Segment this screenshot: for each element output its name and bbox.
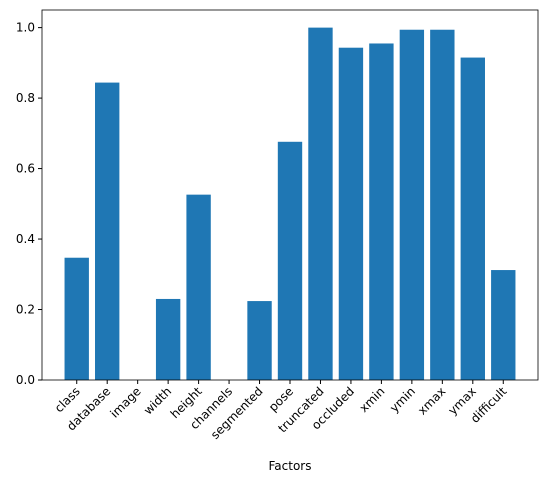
y-tick-label: 0.6: [16, 162, 35, 176]
x-axis-label: Factors: [269, 459, 312, 473]
x-tick-label: image: [107, 384, 143, 420]
bar: [277, 141, 303, 380]
y-tick-label: 1.0: [16, 21, 35, 35]
bar: [95, 82, 120, 380]
x-tick-label: xmin: [357, 384, 388, 415]
y-tick-label: 0.2: [16, 303, 35, 317]
x-tick-label: ymin: [387, 384, 418, 415]
y-tick-label: 0.4: [16, 232, 35, 246]
bar: [430, 29, 455, 380]
plot-frame: [41, 9, 539, 381]
bar: [155, 298, 181, 380]
y-tick-label: 0.0: [16, 373, 35, 387]
bar: [338, 47, 364, 380]
bar: [369, 43, 394, 380]
bar: [460, 57, 485, 380]
y-tick-label: 0.8: [16, 91, 35, 105]
x-tick-label: xmax: [415, 384, 448, 417]
bar: [247, 301, 272, 380]
bar: [64, 257, 89, 380]
bar: [308, 27, 333, 380]
bar: [186, 194, 211, 380]
bar: [491, 270, 516, 380]
bar: [399, 29, 425, 380]
